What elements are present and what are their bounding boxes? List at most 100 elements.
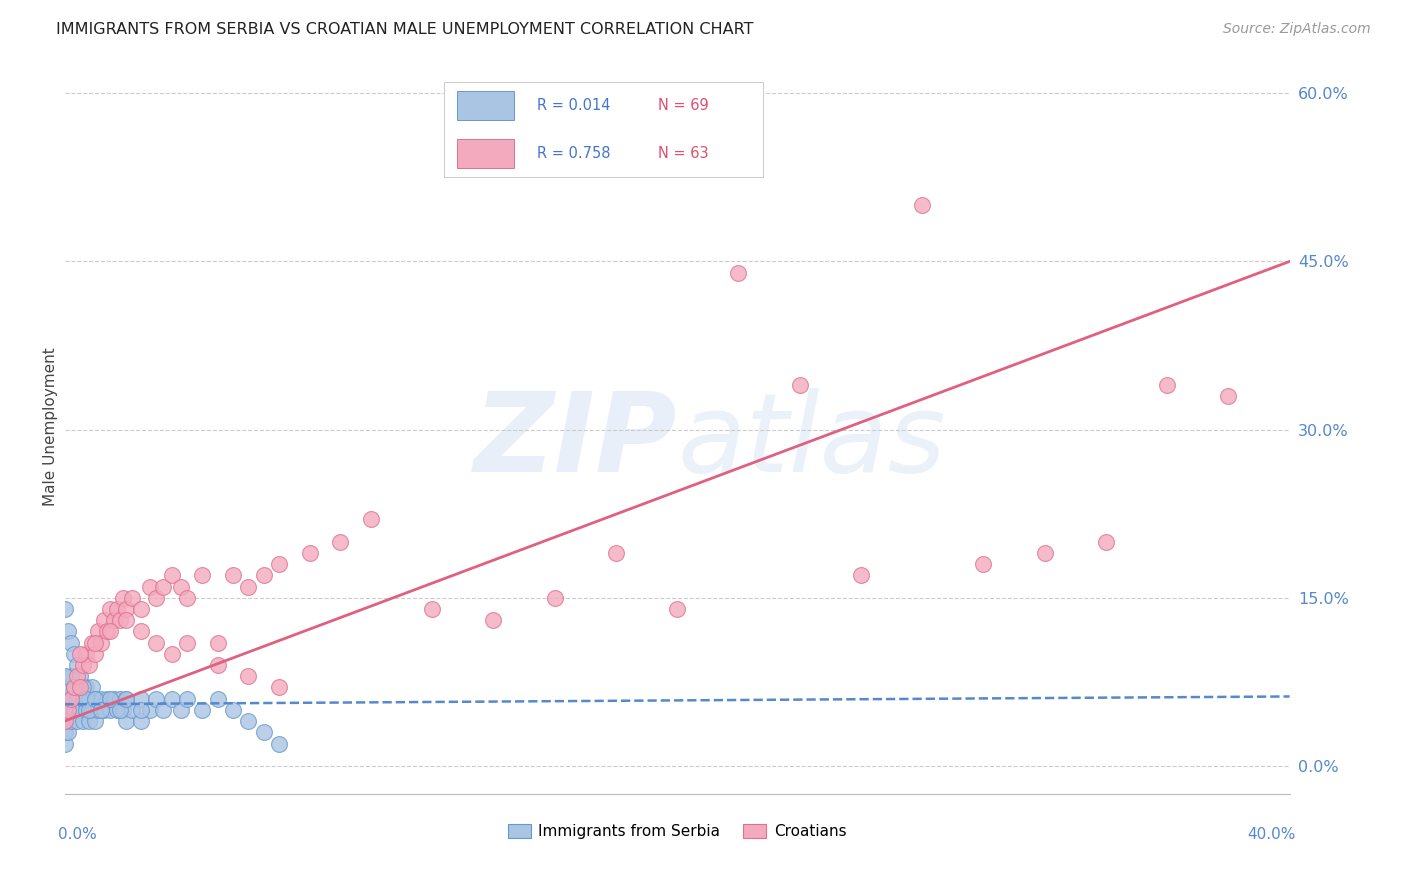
Point	[84, 691, 107, 706]
Point	[75, 691, 97, 706]
Point	[114, 613, 136, 627]
Point	[84, 647, 107, 661]
Point	[152, 580, 174, 594]
Point	[69, 647, 91, 661]
Point	[152, 703, 174, 717]
Point	[66, 714, 89, 728]
Point	[170, 580, 193, 594]
Point	[72, 691, 94, 706]
Text: ZIP: ZIP	[474, 388, 678, 495]
Point	[145, 591, 167, 605]
Point	[605, 546, 627, 560]
Text: 0.0%: 0.0%	[59, 827, 97, 842]
Point	[160, 568, 183, 582]
Point	[543, 591, 565, 605]
Point	[56, 681, 79, 695]
Point	[238, 580, 260, 594]
Point	[111, 703, 134, 717]
Point	[121, 591, 143, 605]
Point	[360, 512, 382, 526]
Y-axis label: Male Unemployment: Male Unemployment	[44, 347, 58, 506]
Point	[329, 534, 352, 549]
Point	[191, 703, 214, 717]
Point	[911, 198, 934, 212]
Point	[207, 658, 229, 673]
Point	[222, 568, 245, 582]
Point	[69, 681, 91, 695]
Point	[108, 613, 131, 627]
Point	[62, 681, 84, 695]
Point	[1033, 546, 1056, 560]
Point	[90, 703, 112, 717]
Point	[176, 591, 198, 605]
Point	[103, 691, 125, 706]
Point	[75, 647, 97, 661]
Point	[75, 681, 97, 695]
Point	[160, 691, 183, 706]
Point	[84, 635, 107, 649]
Point	[1156, 377, 1178, 392]
Point	[72, 714, 94, 728]
Point	[121, 703, 143, 717]
Point	[69, 669, 91, 683]
Point	[75, 703, 97, 717]
Point	[53, 669, 76, 683]
Point	[100, 691, 122, 706]
Point	[53, 714, 76, 728]
Point	[176, 635, 198, 649]
Point	[87, 703, 110, 717]
Point	[100, 624, 122, 639]
Point	[139, 580, 162, 594]
Point	[849, 568, 872, 582]
Point	[267, 681, 290, 695]
Point	[80, 681, 103, 695]
Point	[69, 681, 91, 695]
Point	[129, 703, 152, 717]
Point	[77, 691, 100, 706]
Point	[66, 658, 89, 673]
Point	[238, 669, 260, 683]
Point	[789, 377, 811, 392]
Point	[80, 703, 103, 717]
Point	[56, 703, 79, 717]
Point	[191, 568, 214, 582]
Point	[59, 635, 82, 649]
Point	[129, 714, 152, 728]
Point	[160, 647, 183, 661]
Point	[62, 681, 84, 695]
Point	[53, 725, 76, 739]
Text: Source: ZipAtlas.com: Source: ZipAtlas.com	[1223, 22, 1371, 37]
Point	[53, 703, 76, 717]
Point	[114, 714, 136, 728]
Point	[972, 557, 994, 571]
Point	[114, 602, 136, 616]
Point	[90, 635, 112, 649]
Text: IMMIGRANTS FROM SERBIA VS CROATIAN MALE UNEMPLOYMENT CORRELATION CHART: IMMIGRANTS FROM SERBIA VS CROATIAN MALE …	[56, 22, 754, 37]
Text: 40.0%: 40.0%	[1247, 827, 1296, 842]
Point	[59, 714, 82, 728]
Point	[56, 703, 79, 717]
Point	[420, 602, 443, 616]
Point	[59, 669, 82, 683]
Point	[87, 624, 110, 639]
Point	[129, 602, 152, 616]
Point	[53, 714, 76, 728]
Point	[114, 691, 136, 706]
Point	[129, 691, 152, 706]
Point	[93, 613, 115, 627]
Point	[77, 658, 100, 673]
Point	[105, 703, 128, 717]
Legend: Immigrants from Serbia, Croatians: Immigrants from Serbia, Croatians	[502, 818, 852, 845]
Point	[267, 737, 290, 751]
Point	[111, 591, 134, 605]
Point	[1095, 534, 1118, 549]
Point	[84, 714, 107, 728]
Point	[56, 725, 79, 739]
Point	[252, 725, 274, 739]
Point	[53, 691, 76, 706]
Point	[66, 669, 89, 683]
Point	[139, 703, 162, 717]
Point	[176, 691, 198, 706]
Point	[72, 658, 94, 673]
Point	[238, 714, 260, 728]
